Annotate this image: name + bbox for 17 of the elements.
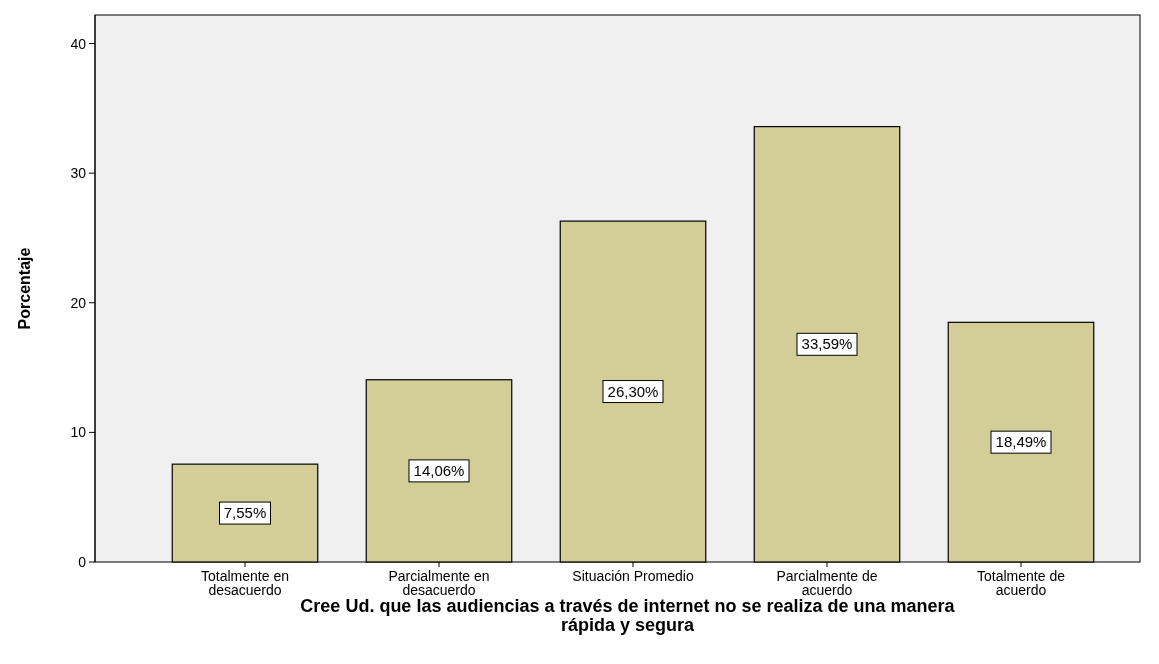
- x-tick-label: Parcialmente de acuerdo: [776, 568, 878, 598]
- data-label: 7,55%: [223, 504, 267, 522]
- y-axis-title: Porcentaje: [16, 247, 33, 330]
- data-label: 14,06%: [413, 461, 465, 479]
- x-axis-title: Cree Ud. que las audiencias a través de internet no se realiza de una manera rápida y segura: [300, 596, 956, 635]
- x-tick-label: Situación Promedio: [572, 568, 694, 584]
- x-tick-label: Totalmente en desacuerdo: [201, 568, 289, 598]
- y-tick-label: 0: [78, 554, 87, 570]
- y-tick-label: 20: [70, 294, 87, 311]
- x-tick-label: Totalmente de acuerdo: [977, 568, 1066, 598]
- y-tick-label: 30: [70, 165, 87, 182]
- data-label: 18,49%: [995, 433, 1047, 451]
- data-label: 33,59%: [801, 335, 853, 353]
- x-tick-label: Parcialmente en desacuerdo: [388, 568, 490, 598]
- y-tick-label: 10: [70, 424, 87, 441]
- y-tick-label: 40: [70, 35, 87, 52]
- data-label: 26,30%: [607, 382, 659, 400]
